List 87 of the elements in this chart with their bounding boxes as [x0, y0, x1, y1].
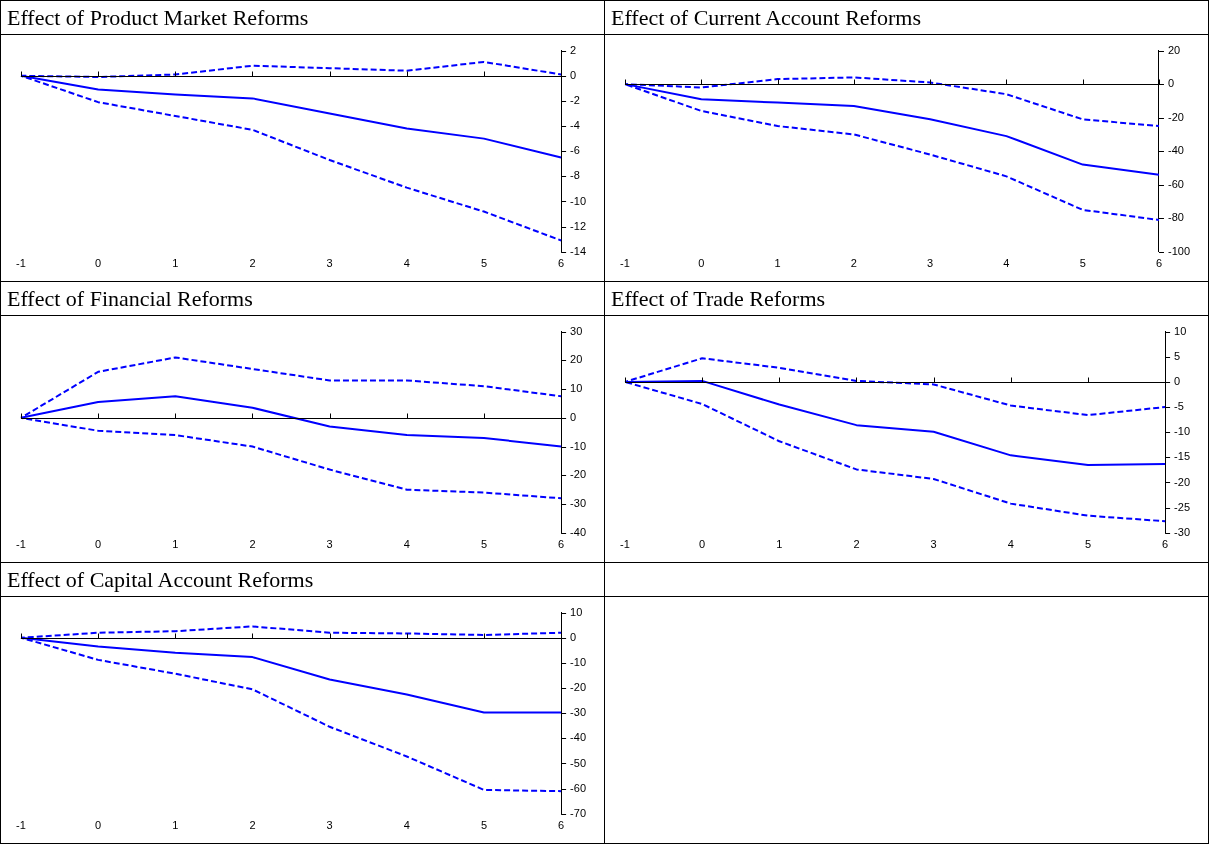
- chart-title: Effect of Trade Reforms: [605, 282, 1208, 316]
- y-tick-label: 0: [570, 410, 577, 423]
- x-tick-label: 0: [95, 538, 102, 551]
- y-tick-label: 0: [1174, 374, 1181, 387]
- chart-title: Effect of Current Account Reforms: [605, 1, 1208, 35]
- y-tick-label: 20: [1167, 43, 1181, 56]
- x-tick-label: 4: [1003, 257, 1010, 270]
- y-tick-label: -70: [570, 806, 587, 819]
- x-tick-label: -1: [620, 257, 630, 270]
- y-tick-label: -10: [570, 655, 587, 668]
- x-tick-label: 1: [776, 538, 783, 551]
- y-tick-label: -2: [570, 93, 580, 106]
- y-tick-label: 10: [570, 605, 583, 618]
- x-tick-label: 5: [1079, 257, 1086, 270]
- x-tick-label: 4: [403, 819, 410, 832]
- y-tick-label: 10: [1174, 324, 1187, 337]
- x-tick-label: 1: [172, 257, 179, 270]
- y-tick-label: -50: [570, 756, 587, 769]
- y-tick-label: -20: [1167, 110, 1184, 123]
- x-tick-label: 1: [774, 257, 781, 270]
- y-tick-label: -8: [570, 169, 580, 182]
- y-tick-label: -100: [1167, 244, 1191, 257]
- y-tick-label: -60: [1167, 177, 1184, 190]
- y-tick-label: -40: [570, 525, 587, 538]
- chart-title: Effect of Financial Reforms: [1, 282, 604, 316]
- y-tick-label: -40: [1167, 144, 1184, 157]
- x-tick-label: 1: [172, 538, 179, 551]
- x-tick-label: 3: [326, 257, 333, 270]
- y-tick-label: -14: [570, 244, 587, 257]
- x-tick-label: 2: [249, 538, 256, 551]
- y-tick-label: -20: [570, 681, 587, 694]
- y-tick-label: -30: [570, 497, 587, 510]
- y-tick-label: 0: [570, 630, 577, 643]
- chart-title: Effect of Product Market Reforms: [1, 1, 604, 35]
- y-tick-label: -6: [570, 144, 580, 157]
- x-tick-label: -1: [16, 538, 26, 551]
- y-tick-label: -15: [1174, 450, 1191, 463]
- x-tick-label: 2: [853, 538, 860, 551]
- y-tick-label: 0: [1167, 77, 1175, 90]
- y-tick-label: -80: [1167, 211, 1184, 224]
- y-tick-label: 30: [570, 324, 583, 337]
- x-tick-label: -1: [16, 819, 26, 832]
- y-tick-label: -10: [1174, 425, 1191, 438]
- y-tick-label: -5: [1174, 400, 1184, 413]
- y-tick-label: -4: [570, 119, 580, 132]
- x-tick-label: 6: [558, 538, 565, 551]
- x-tick-label: 0: [95, 819, 102, 832]
- y-tick-label: 5: [1174, 349, 1181, 362]
- y-tick-label: -30: [1174, 525, 1191, 538]
- y-tick-label: -10: [570, 439, 587, 452]
- x-tick-label: 3: [930, 538, 937, 551]
- y-tick-label: -25: [1174, 500, 1191, 513]
- x-tick-label: -1: [620, 538, 630, 551]
- x-tick-label: 4: [403, 538, 410, 551]
- y-tick-label: 10: [570, 382, 583, 395]
- x-tick-label: 4: [1007, 538, 1014, 551]
- y-tick-label: -60: [570, 781, 587, 794]
- x-tick-label: 0: [699, 538, 706, 551]
- x-tick-label: 5: [480, 257, 488, 270]
- x-tick-label: 6: [558, 819, 565, 832]
- y-tick-label: -12: [570, 219, 587, 232]
- x-tick-label: 2: [249, 257, 256, 270]
- x-tick-label: 3: [326, 538, 333, 551]
- x-tick-label: 6: [558, 257, 565, 270]
- x-tick-label: 5: [1084, 538, 1092, 551]
- x-tick-label: 0: [95, 257, 102, 270]
- y-tick-label: 2: [570, 43, 577, 56]
- x-tick-label: 5: [480, 538, 488, 551]
- x-tick-label: 6: [1162, 538, 1169, 551]
- x-tick-label: 5: [480, 819, 488, 832]
- y-tick-label: -20: [1174, 475, 1191, 488]
- x-tick-label: 0: [698, 257, 705, 270]
- y-tick-label: -20: [570, 468, 587, 481]
- x-tick-label: 3: [927, 257, 934, 270]
- y-tick-label: -40: [570, 731, 587, 744]
- x-tick-label: -1: [16, 257, 26, 270]
- x-tick-label: 2: [850, 257, 857, 270]
- x-tick-label: 1: [172, 819, 179, 832]
- y-tick-label: 0: [570, 68, 577, 81]
- chart-title: Effect of Capital Account Reforms: [1, 563, 604, 597]
- y-tick-label: 20: [570, 353, 583, 366]
- x-tick-label: 6: [1155, 257, 1163, 270]
- x-tick-label: 4: [403, 257, 410, 270]
- x-tick-label: 2: [249, 819, 256, 832]
- y-tick-label: -30: [570, 706, 587, 719]
- y-tick-label: -10: [570, 194, 587, 207]
- x-tick-label: 3: [326, 819, 333, 832]
